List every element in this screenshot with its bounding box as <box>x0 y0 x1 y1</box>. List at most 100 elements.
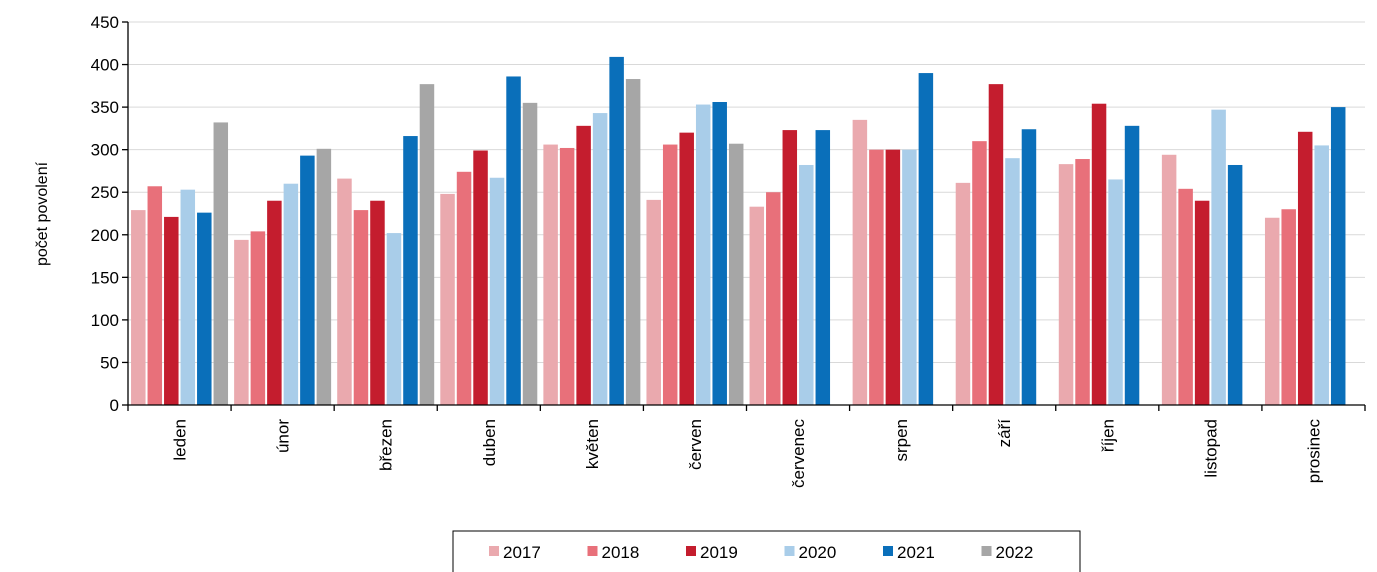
bar-2021-11 <box>1227 164 1243 405</box>
legend-label-2020: 2020 <box>799 543 837 562</box>
bar-2019-3 <box>370 200 385 405</box>
gridlines <box>128 21 1365 363</box>
x-tick-label: listopad <box>1201 419 1220 478</box>
x-tick-label: srpen <box>892 419 911 462</box>
x-tick-label: říjen <box>1098 419 1117 452</box>
bar-2019-12 <box>1297 131 1313 405</box>
legend-label-2018: 2018 <box>602 543 640 562</box>
legend-swatch-2017 <box>489 546 499 556</box>
bar-2020-6 <box>695 104 711 406</box>
bar-2019-1 <box>164 216 179 405</box>
bar-2019-11 <box>1194 200 1210 405</box>
bar-2018-7 <box>766 192 781 405</box>
x-tick-label: leden <box>171 419 190 461</box>
legend-label-2021: 2021 <box>897 543 935 562</box>
bar-2022-5 <box>625 79 641 405</box>
bar-2021-10 <box>1124 125 1140 405</box>
bar-2019-6 <box>679 132 694 405</box>
legend-swatch-2018 <box>587 546 598 556</box>
bar-2019-7 <box>782 130 798 405</box>
x-tick-label: duben <box>480 419 499 466</box>
bar-2017-1 <box>131 210 146 405</box>
y-tick-label: 450 <box>91 13 119 32</box>
bar-2018-2 <box>250 231 266 405</box>
bars <box>131 56 1346 406</box>
bar-2018-6 <box>662 144 678 405</box>
bar-2017-7 <box>749 206 765 405</box>
legend-box <box>452 530 1081 572</box>
bar-2020-11 <box>1211 109 1226 406</box>
bar-2017-4 <box>440 193 455 405</box>
y-tick-label: 200 <box>91 226 119 245</box>
bar-2022-1 <box>213 122 229 405</box>
bar-2018-11 <box>1178 188 1193 405</box>
y-tick-label: 400 <box>91 56 119 75</box>
x-tick-label: září <box>995 419 1014 448</box>
bar-2019-2 <box>267 200 282 405</box>
bar-2020-9 <box>1005 158 1020 405</box>
x-tick-label: červen <box>686 419 705 470</box>
bar-2022-3 <box>419 84 435 406</box>
bar-2017-12 <box>1264 217 1280 405</box>
bar-2021-12 <box>1330 107 1346 405</box>
bar-2019-9 <box>988 84 1004 406</box>
bar-2021-3 <box>403 136 418 405</box>
bar-2021-2 <box>300 155 315 405</box>
bar-2017-3 <box>337 178 352 405</box>
bar-2018-1 <box>147 186 163 405</box>
x-tick-label: prosinec <box>1304 419 1323 484</box>
bar-2021-1 <box>197 212 212 405</box>
bar-2019-10 <box>1091 103 1107 405</box>
legend-label-2019: 2019 <box>700 543 738 562</box>
bar-2022-2 <box>316 148 332 405</box>
bar-2017-9 <box>955 182 971 405</box>
bar-2017-11 <box>1161 154 1177 405</box>
bar-2018-10 <box>1075 159 1090 405</box>
bar-2021-5 <box>609 56 624 405</box>
x-tick-label: únor <box>274 419 293 453</box>
bar-2017-6 <box>646 199 661 405</box>
legend-swatch-2021 <box>883 546 893 556</box>
bar-2018-4 <box>456 171 472 405</box>
bar-2022-6 <box>728 143 744 405</box>
bar-2020-8 <box>902 149 917 405</box>
bar-2017-10 <box>1058 164 1074 405</box>
y-tick-label: 300 <box>91 141 119 160</box>
bar-2021-9 <box>1021 129 1037 406</box>
bar-2018-5 <box>559 147 575 405</box>
x-tick-label: červenec <box>789 419 808 488</box>
y-tick-label: 150 <box>91 268 119 287</box>
y-tick-label: 100 <box>91 311 119 330</box>
axes <box>122 21 1366 411</box>
y-tick-label: 0 <box>110 396 119 415</box>
bar-2020-7 <box>799 164 814 405</box>
legend-swatch-2022 <box>981 546 992 556</box>
bar-2020-2 <box>283 183 299 405</box>
bar-2019-8 <box>885 149 901 405</box>
legend-label-2017: 2017 <box>503 543 541 562</box>
legend-swatch-2019 <box>686 546 696 556</box>
bar-2020-4 <box>489 177 505 405</box>
legend-label-2022: 2022 <box>996 543 1034 562</box>
bar-2017-5 <box>543 144 558 405</box>
bar-2020-5 <box>592 113 608 406</box>
y-tick-labels: 0 50 100 150 200 250 300 350 400 450 <box>91 13 119 415</box>
y-tick-label: 350 <box>91 98 119 117</box>
bar-2019-4 <box>473 150 488 405</box>
bar-2017-2 <box>234 239 249 405</box>
bar-2020-1 <box>180 189 196 405</box>
y-tick-label: 250 <box>91 183 119 202</box>
bar-2020-10 <box>1108 179 1123 405</box>
bar-2021-8 <box>918 73 934 406</box>
bar-2021-4 <box>506 76 521 406</box>
x-tick-labels: leden únor březen duben květen červen červenec… <box>171 419 1324 488</box>
x-tick-label: březen <box>377 419 396 471</box>
bar-2020-3 <box>386 233 402 405</box>
bar-2017-8 <box>852 119 868 405</box>
legend: 2017 2018 2019 2020 2021 2022 <box>452 530 1081 572</box>
x-tick-label: květen <box>583 419 602 469</box>
legend-swatch-2020 <box>784 546 795 556</box>
bar-2019-5 <box>576 125 591 405</box>
y-tick-label: 50 <box>100 353 119 372</box>
